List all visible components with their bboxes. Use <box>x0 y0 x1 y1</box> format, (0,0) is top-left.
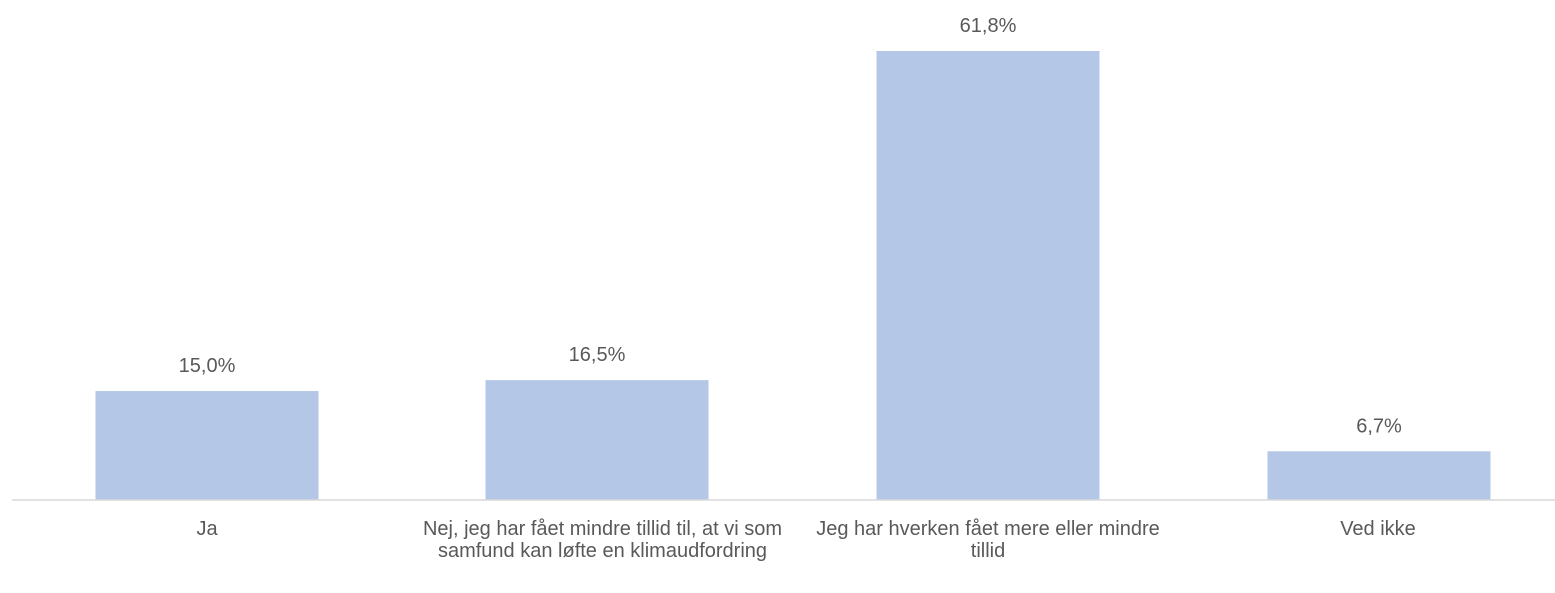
category-label-nej-mindre-tillid: Nej, jeg har fået mindre tillid til, at … <box>422 518 783 562</box>
bar-ja <box>95 391 319 500</box>
bar-hverken-mere-eller-mindre <box>876 51 1100 500</box>
category-label-ja: Ja <box>196 518 218 540</box>
value-label-ved-ikke: 6,7% <box>1356 415 1402 437</box>
value-labels-layer: 15,0% 16,5% 61,8% 6,7% <box>179 15 1402 437</box>
value-label-nej-mindre-tillid: 16,5% <box>569 344 626 366</box>
value-label-hverken-mere-eller-mindre: 61,8% <box>960 15 1017 37</box>
category-label-ved-ikke: Ved ikke <box>1340 518 1416 540</box>
bars-layer <box>95 51 1491 500</box>
value-label-ja: 15,0% <box>179 355 236 377</box>
bar-nej-mindre-tillid <box>485 380 709 500</box>
category-label-hverken-mere-eller-mindre: Jeg har hverken fået mere eller mindre t… <box>816 518 1160 562</box>
bar-ved-ikke <box>1267 451 1491 500</box>
